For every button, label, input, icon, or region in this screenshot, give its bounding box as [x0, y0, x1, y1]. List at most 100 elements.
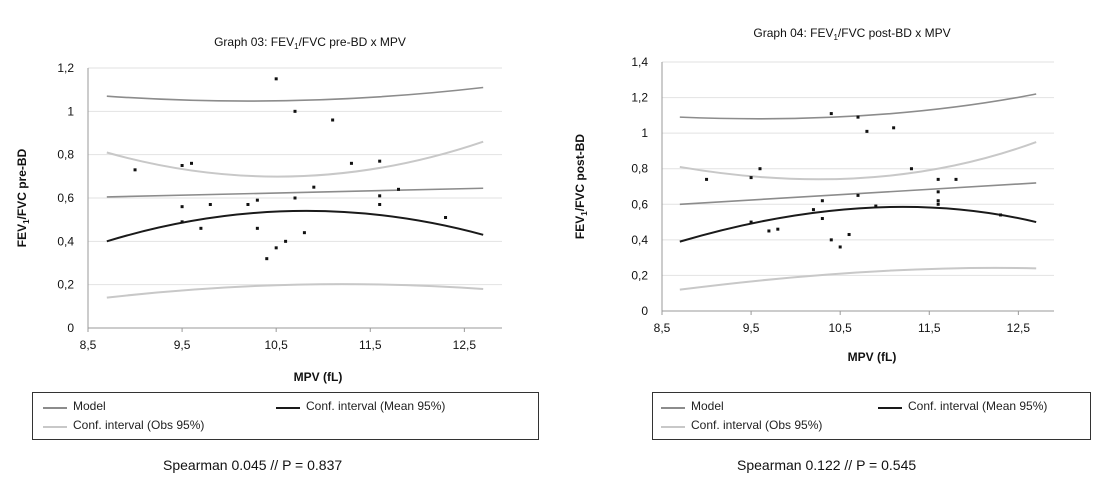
data-point — [865, 129, 869, 133]
data-point — [133, 168, 137, 172]
legend-swatch-ci-obs — [43, 426, 67, 428]
data-point — [936, 177, 940, 181]
ci-mean-upper-line — [106, 140, 484, 178]
ci-obs-lower-line — [106, 283, 484, 299]
y-tick-label: 0,6 — [57, 191, 74, 205]
y-tick-label: 0 — [67, 321, 74, 335]
data-point — [847, 233, 851, 237]
y-axis-label: FEV1/FVC pre-BD — [15, 148, 31, 247]
data-point — [293, 109, 297, 113]
data-point — [705, 177, 709, 181]
data-point — [820, 199, 824, 203]
data-point — [749, 176, 753, 180]
data-point — [444, 216, 448, 219]
data-point — [180, 220, 184, 224]
y-tick-label: 0,6 — [631, 197, 648, 211]
y-tick-label: 1,2 — [57, 61, 74, 75]
data-point — [936, 190, 940, 194]
data-point — [820, 217, 824, 221]
data-point — [811, 208, 815, 212]
ci-obs-lower-line — [679, 266, 1037, 291]
data-point — [302, 231, 306, 235]
legend-swatch-ci-mean — [878, 407, 902, 409]
data-point — [246, 203, 250, 206]
data-point — [378, 203, 382, 206]
data-point — [892, 126, 896, 130]
data-point — [954, 177, 958, 181]
data-point — [749, 220, 753, 224]
data-point — [180, 205, 184, 209]
data-point — [265, 257, 269, 261]
y-tick-label: 0,2 — [631, 268, 648, 282]
data-point — [758, 167, 762, 171]
legend-label-ci-mean: Conf. interval (Mean 95%) — [306, 399, 446, 413]
y-tick-label: 0 — [641, 304, 648, 318]
y-tick-label: 0,4 — [57, 234, 74, 248]
x-tick-label: 10,5 — [265, 338, 289, 352]
x-tick-label: 11,5 — [918, 321, 941, 335]
chart-panel-graph-04: 0 0,2 0,4 0,6 0,8 1 1,2 1,4 8,5 9,5 10,5 11,5 12,5 Gr… — [552, 0, 1104, 490]
data-point — [856, 115, 860, 119]
y-tick-label: 1,2 — [631, 91, 648, 105]
x-tick-label: 11,5 — [359, 338, 382, 352]
data-point — [856, 193, 860, 197]
data-point — [199, 226, 203, 230]
legend-label-model: Model — [691, 399, 724, 413]
model-line — [106, 187, 484, 198]
data-point — [378, 159, 382, 163]
data-point — [767, 229, 771, 233]
y-tick-label: 0,2 — [57, 278, 74, 292]
legend-swatch-model — [43, 407, 67, 409]
data-point — [776, 227, 780, 231]
data-point — [829, 112, 833, 116]
legend-swatch-ci-mean — [276, 407, 300, 409]
scatter-chart-graph-03: 0 0,2 0,4 0,6 0,8 1 1,2 8,5 9,5 10,5 11,5 12,5 Graph… — [15, 35, 502, 384]
x-tick-label: 12,5 — [1007, 321, 1031, 335]
y-tick-label: 1,4 — [631, 55, 648, 69]
y-tick-label: 1 — [641, 126, 648, 140]
scatter-chart-graph-04: 0 0,2 0,4 0,6 0,8 1 1,2 1,4 8,5 9,5 10,5 11,5 12,5 Gr… — [573, 26, 1054, 364]
data-point — [936, 199, 940, 203]
legend-label-ci-mean: Conf. interval (Mean 95%) — [908, 399, 1048, 413]
data-point — [255, 226, 259, 230]
data-point — [274, 246, 278, 250]
legend-swatch-ci-obs — [661, 426, 685, 428]
data-point — [180, 164, 184, 167]
legend-graph-03: Model Conf. interval (Mean 95%) Conf. in… — [32, 392, 539, 440]
ci-mean-lower-line — [679, 205, 1037, 243]
x-tick-label: 10,5 — [829, 321, 853, 335]
y-axis-label: FEV1/FVC post-BD — [573, 134, 589, 239]
data-point — [331, 118, 335, 122]
y-tick-label: 0,4 — [631, 233, 648, 247]
ci-mean-upper-line — [679, 141, 1037, 181]
data-point — [255, 198, 259, 202]
spearman-stat-graph-03: Spearman 0.045 // P = 0.837 — [163, 457, 343, 473]
data-point — [349, 161, 353, 165]
legend-label-model: Model — [73, 399, 106, 413]
model-line — [679, 182, 1037, 206]
legend-graph-04: Model Conf. interval (Mean 95%) Conf. in… — [652, 392, 1091, 440]
data-point — [909, 167, 913, 171]
ci-obs-upper-line — [679, 93, 1037, 120]
data-point — [397, 187, 400, 191]
data-point — [838, 245, 842, 249]
y-tick-label: 1 — [67, 104, 74, 118]
x-axis-label: MPV (fL) — [848, 350, 897, 364]
data-point — [936, 202, 940, 206]
data-point — [293, 196, 297, 200]
ci-obs-upper-line — [106, 86, 484, 102]
data-point — [274, 77, 278, 81]
data-point — [208, 203, 212, 206]
data-point — [312, 185, 316, 189]
x-tick-label: 9,5 — [743, 321, 760, 335]
x-axis-label: MPV (fL) — [294, 370, 343, 384]
data-point — [999, 213, 1003, 217]
x-tick-label: 9,5 — [174, 338, 191, 352]
data-point — [874, 204, 878, 208]
x-tick-label: 12,5 — [453, 338, 477, 352]
data-point — [190, 161, 193, 165]
y-tick-label: 0,8 — [631, 162, 648, 176]
legend-swatch-model — [661, 407, 685, 409]
legend-label-ci-obs: Conf. interval (Obs 95%) — [73, 418, 205, 432]
x-tick-label: 8,5 — [80, 338, 97, 352]
